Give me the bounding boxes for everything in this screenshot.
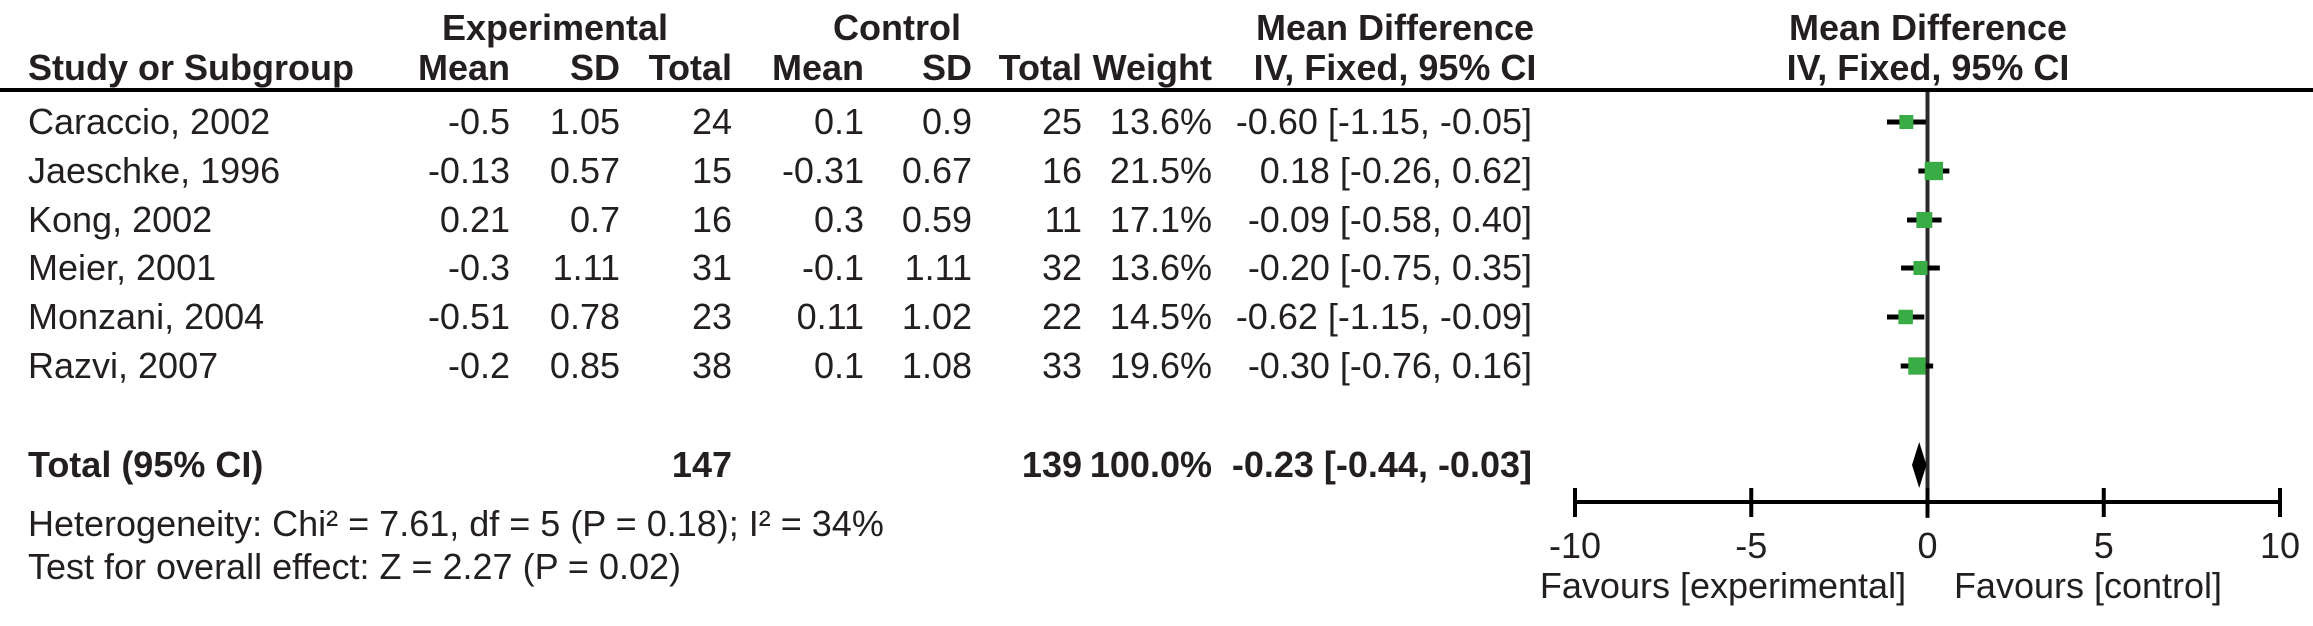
- row-1-exp-total: 15: [691, 150, 732, 191]
- row-3-md-ci: -0.20 [-0.75, 0.35]: [1247, 247, 1532, 288]
- header-md-plot-subtitle: IV, Fixed, 95% CI: [1786, 47, 2070, 88]
- row-5-ctrl-mean: 0.1: [813, 345, 864, 386]
- row-0-ctrl-total: 25: [1041, 101, 1082, 142]
- row-0-exp-mean: -0.5: [447, 101, 510, 142]
- total-diamond: [1911, 442, 1927, 488]
- header-exp-sd: SD: [569, 47, 620, 88]
- row-4-exp-sd: 0.78: [549, 296, 620, 337]
- heterogeneity-stats: Heterogeneity: Chi² = 7.61, df = 5 (P = …: [28, 503, 884, 544]
- header-experimental-group: Experimental: [441, 7, 669, 48]
- effect-square-4: [1898, 309, 1913, 325]
- row-1-ctrl-sd: 0.67: [901, 150, 972, 191]
- row-3-ctrl-sd: 1.11: [904, 247, 972, 288]
- row-1-weight: 21.5%: [1109, 150, 1212, 191]
- x-axis-tick-label-3: 5: [2094, 525, 2114, 566]
- x-axis-tick-label-2: 0: [1917, 525, 1937, 566]
- row-0-exp-total: 24: [691, 101, 732, 142]
- row-2-exp-mean: 0.21: [439, 199, 510, 240]
- favours-control-label: Favours [control]: [1954, 565, 2222, 606]
- row-1-study: Jaeschke, 1996: [28, 150, 281, 191]
- row-1-ctrl-mean: -0.31: [781, 150, 864, 191]
- header-control-group: Control: [833, 7, 961, 48]
- row-4-ctrl-mean: 0.11: [796, 296, 864, 337]
- header-divider-line: [0, 88, 2313, 92]
- x-axis-tick-label-4: 10: [2260, 525, 2300, 566]
- header-ctrl-total: Total: [998, 47, 1082, 88]
- row-4-ctrl-total: 22: [1041, 296, 1082, 337]
- header-exp-mean: Mean: [417, 47, 510, 88]
- header-md-text-subtitle: IV, Fixed, 95% CI: [1253, 47, 1537, 88]
- total-row-exp-total: 147: [671, 444, 732, 485]
- row-3-ctrl-total: 32: [1041, 247, 1082, 288]
- header-ctrl-sd: SD: [921, 47, 972, 88]
- header-weight: Weight: [1092, 47, 1212, 88]
- row-0-md-ci: -0.60 [-1.15, -0.05]: [1235, 101, 1532, 142]
- header-md-plot-title: Mean Difference: [1788, 7, 2068, 48]
- row-0-ctrl-sd: 0.9: [921, 101, 972, 142]
- row-2-ctrl-total: 11: [1044, 199, 1082, 240]
- total-row-weight: 100.0%: [1089, 444, 1212, 485]
- header-exp-total: Total: [648, 47, 732, 88]
- row-2-exp-sd: 0.7: [569, 199, 620, 240]
- row-0-study: Caraccio, 2002: [28, 101, 271, 142]
- row-4-ctrl-sd: 1.02: [901, 296, 972, 337]
- row-5-ctrl-total: 33: [1041, 345, 1082, 386]
- x-axis-tick-label-0: -10: [1549, 525, 1601, 566]
- row-5-md-ci: -0.30 [-0.76, 0.16]: [1247, 345, 1532, 386]
- total-row-ctrl-total: 139: [1021, 444, 1082, 485]
- row-1-exp-sd: 0.57: [549, 150, 620, 191]
- row-5-exp-total: 38: [691, 345, 732, 386]
- row-1-exp-mean: -0.13: [427, 150, 510, 191]
- row-4-exp-total: 23: [691, 296, 732, 337]
- row-0-exp-sd: 1.05: [549, 101, 620, 142]
- row-1-ctrl-total: 16: [1041, 150, 1082, 191]
- row-3-exp-mean: -0.3: [447, 247, 510, 288]
- row-5-weight: 19.6%: [1109, 345, 1212, 386]
- total-row-md-ci: -0.23 [-0.44, -0.03]: [1231, 444, 1532, 485]
- effect-square-2: [1916, 212, 1933, 228]
- row-3-exp-total: 31: [691, 247, 732, 288]
- row-2-md-ci: -0.09 [-0.58, 0.40]: [1247, 199, 1532, 240]
- effect-square-3: [1913, 261, 1928, 275]
- header-study-column: Study or Subgroup: [28, 47, 354, 88]
- row-2-ctrl-sd: 0.59: [901, 199, 972, 240]
- row-4-weight: 14.5%: [1109, 296, 1212, 337]
- row-3-weight: 13.6%: [1109, 247, 1212, 288]
- row-2-study: Kong, 2002: [28, 199, 213, 240]
- row-2-weight: 17.1%: [1109, 199, 1212, 240]
- header-ctrl-mean: Mean: [771, 47, 864, 88]
- total-row-label: Total (95% CI): [28, 444, 264, 485]
- x-axis-tick-label-1: -5: [1735, 525, 1767, 566]
- overall-effect-stats: Test for overall effect: Z = 2.27 (P = 0…: [28, 546, 682, 587]
- row-2-exp-total: 16: [691, 199, 732, 240]
- row-0-weight: 13.6%: [1109, 101, 1212, 142]
- row-3-exp-sd: 1.11: [552, 247, 620, 288]
- row-5-ctrl-sd: 1.08: [901, 345, 972, 386]
- row-4-exp-mean: -0.51: [427, 296, 510, 337]
- effect-square-0: [1899, 115, 1914, 129]
- effect-square-5: [1908, 357, 1926, 375]
- row-3-study: Meier, 2001: [28, 247, 217, 288]
- row-1-md-ci: 0.18 [-0.26, 0.62]: [1259, 150, 1532, 191]
- row-0-ctrl-mean: 0.1: [813, 101, 864, 142]
- row-4-md-ci: -0.62 [-1.15, -0.09]: [1235, 296, 1532, 337]
- row-3-ctrl-mean: -0.1: [801, 247, 864, 288]
- row-5-exp-sd: 0.85: [549, 345, 620, 386]
- effect-square-1: [1924, 161, 1944, 181]
- row-5-study: Razvi, 2007: [28, 345, 219, 386]
- row-5-exp-mean: -0.2: [447, 345, 510, 386]
- row-4-study: Monzani, 2004: [28, 296, 265, 337]
- row-2-ctrl-mean: 0.3: [813, 199, 864, 240]
- header-md-text-title: Mean Difference: [1255, 7, 1535, 48]
- favours-experimental-label: Favours [experimental]: [1540, 565, 1906, 606]
